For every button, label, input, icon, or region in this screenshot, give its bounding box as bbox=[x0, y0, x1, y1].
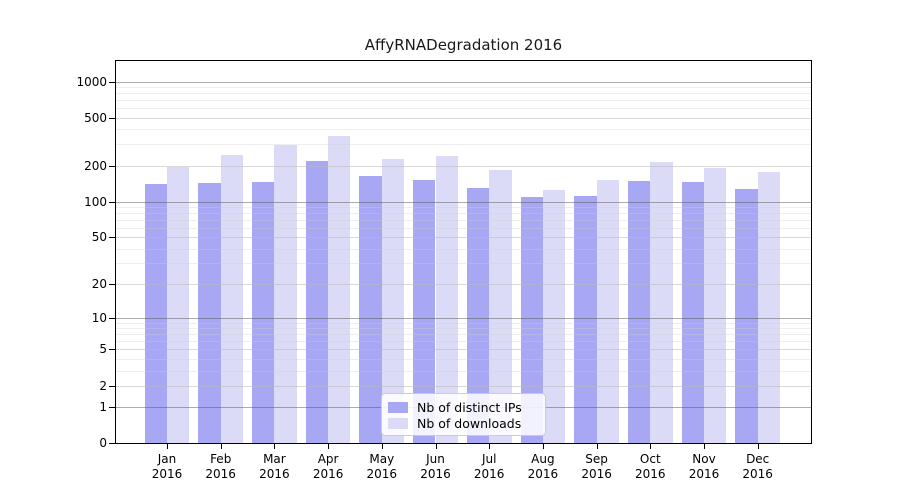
y-tick-label-50: 50 bbox=[91, 230, 107, 245]
bar-distinct-ips-Jul bbox=[466, 187, 490, 443]
x-tick-Jul bbox=[489, 443, 491, 449]
x-tick-Feb bbox=[220, 443, 222, 449]
x-tick-Sep bbox=[596, 443, 598, 449]
legend: Nb of distinct IPs Nb of downloads bbox=[381, 393, 546, 436]
y-tick-label-1: 1 bbox=[99, 399, 107, 414]
x-tick-Jan bbox=[167, 443, 168, 449]
y-tick-500 bbox=[109, 117, 115, 119]
bar-distinct-ips-Jun bbox=[413, 179, 436, 443]
x-tick-label-Jan: Jan 2016 bbox=[151, 452, 183, 481]
y-tick-10 bbox=[109, 317, 115, 319]
x-tick-May bbox=[381, 443, 383, 449]
bar-downloads-Jun bbox=[435, 156, 458, 443]
x-tick-label-Dec: Dec 2016 bbox=[742, 452, 773, 481]
legend-label-distinct-ips: Nb of distinct IPs bbox=[417, 399, 522, 415]
bar-distinct-ips-Jan bbox=[144, 183, 167, 443]
x-tick-Apr bbox=[328, 443, 330, 449]
bar-downloads-Dec bbox=[757, 172, 781, 443]
y-tick-label-2: 2 bbox=[99, 378, 107, 393]
bar-distinct-ips-Apr bbox=[305, 161, 329, 443]
x-tick-label-May: May 2016 bbox=[366, 452, 398, 481]
bars-layer bbox=[116, 61, 811, 443]
y-tick-label-200: 200 bbox=[84, 158, 107, 173]
legend-entry-distinct-ips: Nb of distinct IPs bbox=[388, 399, 537, 415]
x-tick-label-Oct: Oct 2016 bbox=[635, 452, 666, 481]
x-tick-Jun bbox=[435, 443, 437, 449]
bar-distinct-ips-Dec bbox=[735, 189, 758, 443]
bar-downloads-Nov bbox=[704, 167, 727, 443]
y-tick-label-1000: 1000 bbox=[76, 74, 107, 89]
y-tick-2 bbox=[109, 385, 115, 387]
y-tick-label-0: 0 bbox=[99, 436, 107, 450]
y-tick-100 bbox=[109, 201, 115, 203]
bar-downloads-Aug bbox=[542, 189, 566, 443]
x-tick-label-Sep: Sep 2016 bbox=[581, 452, 612, 481]
y-tick-50 bbox=[109, 237, 115, 239]
x-tick-Aug bbox=[542, 443, 544, 449]
bar-distinct-ips-Oct bbox=[627, 180, 651, 443]
y-tick-0 bbox=[109, 443, 115, 444]
bar-distinct-ips-Feb bbox=[198, 182, 221, 443]
x-tick-label-Apr: Apr 2016 bbox=[312, 452, 344, 481]
bar-downloads-Feb bbox=[220, 154, 244, 443]
y-tick-1 bbox=[109, 406, 115, 408]
legend-swatch-downloads-icon bbox=[388, 417, 408, 429]
x-tick-label-Aug: Aug 2016 bbox=[527, 452, 559, 481]
bar-downloads-Jan bbox=[167, 166, 190, 443]
legend-entry-downloads: Nb of downloads bbox=[388, 415, 537, 431]
y-tick-label-10: 10 bbox=[91, 310, 107, 325]
chart-title: AffyRNADegradation 2016 bbox=[364, 36, 563, 54]
y-tick-20 bbox=[109, 283, 115, 285]
bar-distinct-ips-Mar bbox=[252, 181, 275, 443]
x-tick-label-Feb: Feb 2016 bbox=[205, 452, 236, 481]
x-tick-label-Nov: Nov 2016 bbox=[688, 452, 720, 481]
bar-distinct-ips-Nov bbox=[681, 182, 704, 443]
legend-label-downloads: Nb of downloads bbox=[417, 415, 522, 431]
bar-downloads-Sep bbox=[596, 179, 619, 443]
tick-layer: 0 1 2 5 10 20 50 100 200 500 1000 Jan 2016 Feb 2016 Mar… bbox=[76, 61, 811, 482]
bar-downloads-May bbox=[381, 159, 405, 443]
bar-distinct-ips-May bbox=[359, 175, 382, 443]
y-tick-5 bbox=[109, 349, 115, 351]
bar-downloads-Oct bbox=[650, 161, 673, 443]
bar-downloads-Apr bbox=[328, 136, 351, 443]
x-tick-label-Jun: Jun 2016 bbox=[420, 452, 451, 481]
plot-area: 0 1 2 5 10 20 50 100 200 500 1000 Jan 2016 Feb 2016 Mar… bbox=[76, 60, 812, 482]
bar-distinct-ips-Sep bbox=[574, 195, 597, 443]
x-tick-Dec bbox=[757, 443, 759, 449]
x-tick-Mar bbox=[274, 443, 276, 449]
x-tick-Oct bbox=[650, 443, 652, 449]
y-tick-1000 bbox=[109, 81, 115, 83]
legend-swatch-distinct-ips-icon bbox=[388, 401, 408, 413]
bar-distinct-ips-Aug bbox=[520, 196, 543, 443]
y-tick-label-100: 100 bbox=[84, 194, 107, 209]
x-tick-label-Jul: Jul 2016 bbox=[473, 452, 505, 481]
y-tick-label-5: 5 bbox=[99, 342, 107, 357]
x-tick-label-Mar: Mar 2016 bbox=[259, 452, 290, 481]
bar-downloads-Mar bbox=[274, 145, 297, 443]
y-tick-label-500: 500 bbox=[84, 110, 107, 125]
x-tick-Nov bbox=[704, 443, 705, 449]
y-tick-200 bbox=[109, 165, 115, 167]
y-tick-label-20: 20 bbox=[91, 276, 107, 291]
